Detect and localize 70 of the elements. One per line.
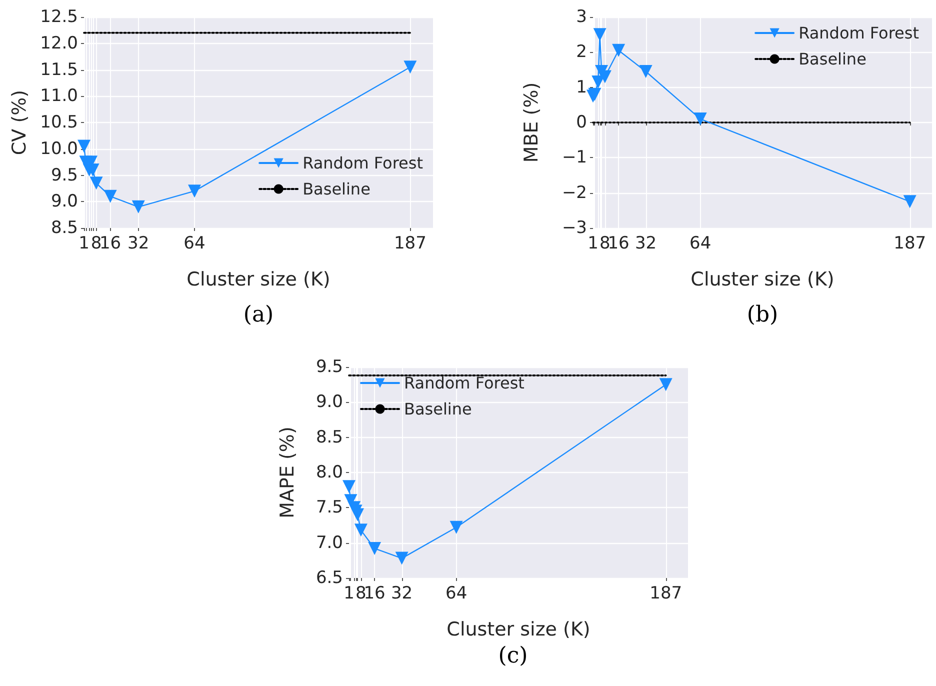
x-tick-label: 8: [600, 234, 610, 254]
x-axis-title: Cluster size (K): [446, 618, 590, 640]
y-tick-label: 11.5: [40, 60, 78, 80]
y-tick-label: 6.5: [316, 568, 343, 588]
text: (a): [243, 302, 274, 328]
y-axis-title: MBE (%): [520, 82, 542, 163]
point: [612, 44, 626, 57]
y-tick-label: −3: [562, 218, 587, 238]
point: [354, 524, 368, 537]
point: [593, 28, 606, 42]
point: [592, 76, 605, 89]
point: [368, 542, 382, 555]
point: [90, 176, 103, 190]
x-axis-title: Cluster size (K): [690, 268, 834, 290]
y-tick-label: −2: [562, 182, 587, 203]
x-tick-label: 8: [90, 234, 102, 254]
point: [351, 508, 364, 522]
x-tick-label: 187: [394, 234, 426, 254]
y-tick-label: 12.5: [40, 7, 78, 27]
point: [450, 520, 463, 534]
x-tick-label: 187: [894, 234, 926, 254]
y-tick-label: 3: [576, 7, 587, 27]
legend-label: Baseline: [798, 50, 866, 68]
point: [104, 190, 117, 203]
point: [404, 60, 417, 74]
point: [78, 140, 90, 153]
y-tick-label: 8.5: [50, 218, 78, 238]
y-tick-label: 7.5: [316, 498, 343, 518]
y-tick-label: −1: [562, 148, 587, 168]
point: [694, 112, 707, 126]
point: [395, 552, 408, 565]
legend-label: Random Forest: [404, 374, 524, 392]
y-axis-title: MAPE (%): [276, 426, 298, 518]
y-tick-label: 8.0: [316, 462, 343, 482]
y-tick-label: 12.0: [40, 33, 78, 54]
x-axis-title: Cluster size (K): [186, 268, 330, 290]
y-tick-label: 1: [576, 77, 587, 98]
x-tick-label: 32: [634, 234, 657, 254]
point: [903, 195, 916, 208]
y-tick-label: 10.0: [40, 138, 78, 159]
y-tick-label: 9.0: [316, 392, 343, 412]
x-tick-label: 64: [184, 234, 206, 254]
text: (c): [498, 644, 528, 668]
legend-label: Baseline: [404, 400, 472, 418]
y-axis-title: CV (%): [8, 90, 31, 156]
x-tick-label: 32: [128, 234, 150, 254]
y-tick-label: 2: [576, 42, 587, 62]
y-tick-label: 8.5: [316, 427, 343, 448]
legend-label: Random Forest: [302, 154, 424, 172]
x-tick-label: 16: [99, 234, 122, 254]
y-tick-label: 9.5: [50, 165, 78, 186]
point: [132, 200, 145, 214]
x-tick-label: 187: [650, 584, 682, 604]
x-tick-label: 64: [446, 584, 468, 604]
y-tick-label: 9.5: [316, 357, 343, 377]
point: [342, 480, 356, 494]
y-tick-label: 7.0: [316, 532, 343, 553]
legend-label: Baseline: [302, 180, 370, 198]
y-tick-label: 9.0: [50, 192, 78, 212]
x-tick-label: 32: [390, 584, 413, 604]
y-tick-label: 11.0: [40, 86, 78, 106]
x-tick-label: 64: [690, 234, 712, 254]
point: [188, 184, 201, 198]
y-tick-label: 10.5: [40, 112, 78, 132]
y-tick-label: 0: [576, 112, 587, 132]
point: [639, 65, 652, 78]
text: (b): [746, 302, 778, 328]
point: [659, 378, 672, 392]
x-tick-label: 8: [356, 584, 366, 604]
legend-label: Random Forest: [798, 24, 920, 42]
